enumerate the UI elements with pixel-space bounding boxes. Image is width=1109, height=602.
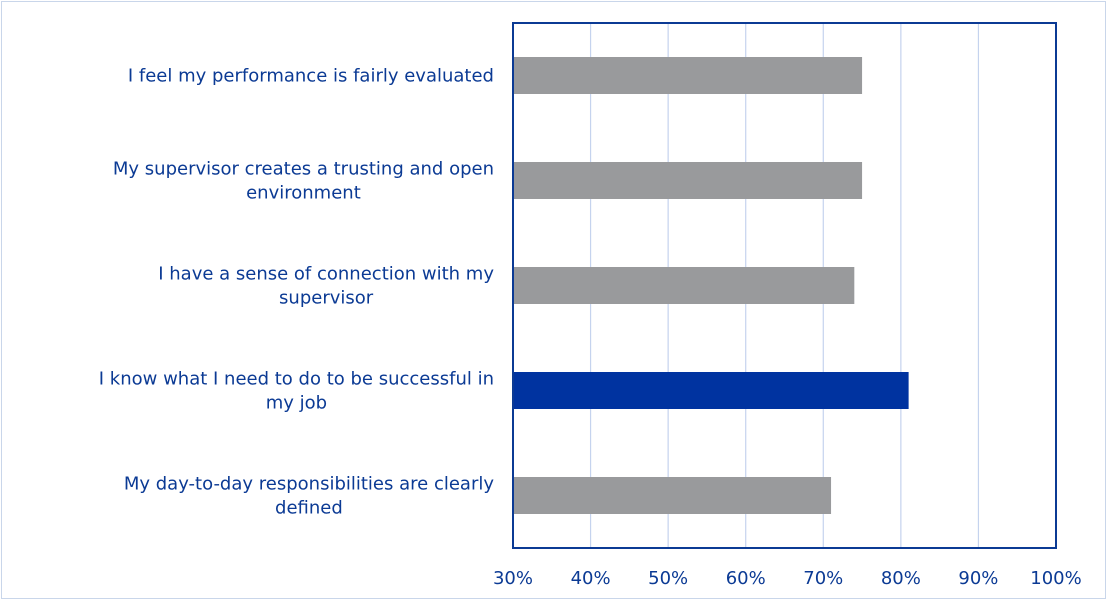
category-label-line: defined [275,498,343,519]
category-label: I know what I need to do to be successfu… [99,369,494,414]
category-label: I feel my performance is fairly evaluate… [128,66,494,87]
category-label-line: My day-to-day responsibilities are clear… [124,474,494,495]
x-tick-label: 80% [881,568,921,589]
bars [513,57,909,514]
category-label-line: supervisor [279,288,374,309]
category-label: I have a sense of connection with my supe… [158,264,494,309]
bar [513,372,909,409]
bar [513,162,863,199]
category-label-line: I know what I need to do to be successfu… [99,369,494,390]
category-label-line: my job [266,393,327,414]
x-tick-label: 70% [803,568,843,589]
bar [513,267,855,304]
category-label: My day-to-day responsibilities are clear… [124,474,494,519]
x-tick-label: 50% [648,568,688,589]
x-tick-label: 30% [493,568,533,589]
category-label: My supervisor creates a trusting and ope… [113,159,494,204]
x-tick-label: 40% [571,568,611,589]
category-labels: I feel my performance is fairly evaluate… [99,66,495,519]
category-label-line: environment [246,183,361,204]
x-tick-label: 100% [1030,568,1081,589]
x-tick-label: 60% [726,568,766,589]
bar [513,57,863,94]
x-tick-label: 90% [958,568,998,589]
bar [513,477,832,514]
category-label-line: I have a sense of connection with my [158,264,494,285]
gridlines [589,23,980,548]
plot-area-border [512,22,1057,549]
category-label-line: My supervisor creates a trusting and ope… [113,159,494,180]
category-label-line: I feel my performance is fairly evaluate… [128,66,494,87]
plot-border [512,22,1057,549]
x-axis-tick-labels: 30% 40% 50% 60% 70% 80% 90% 100% [493,568,1082,589]
